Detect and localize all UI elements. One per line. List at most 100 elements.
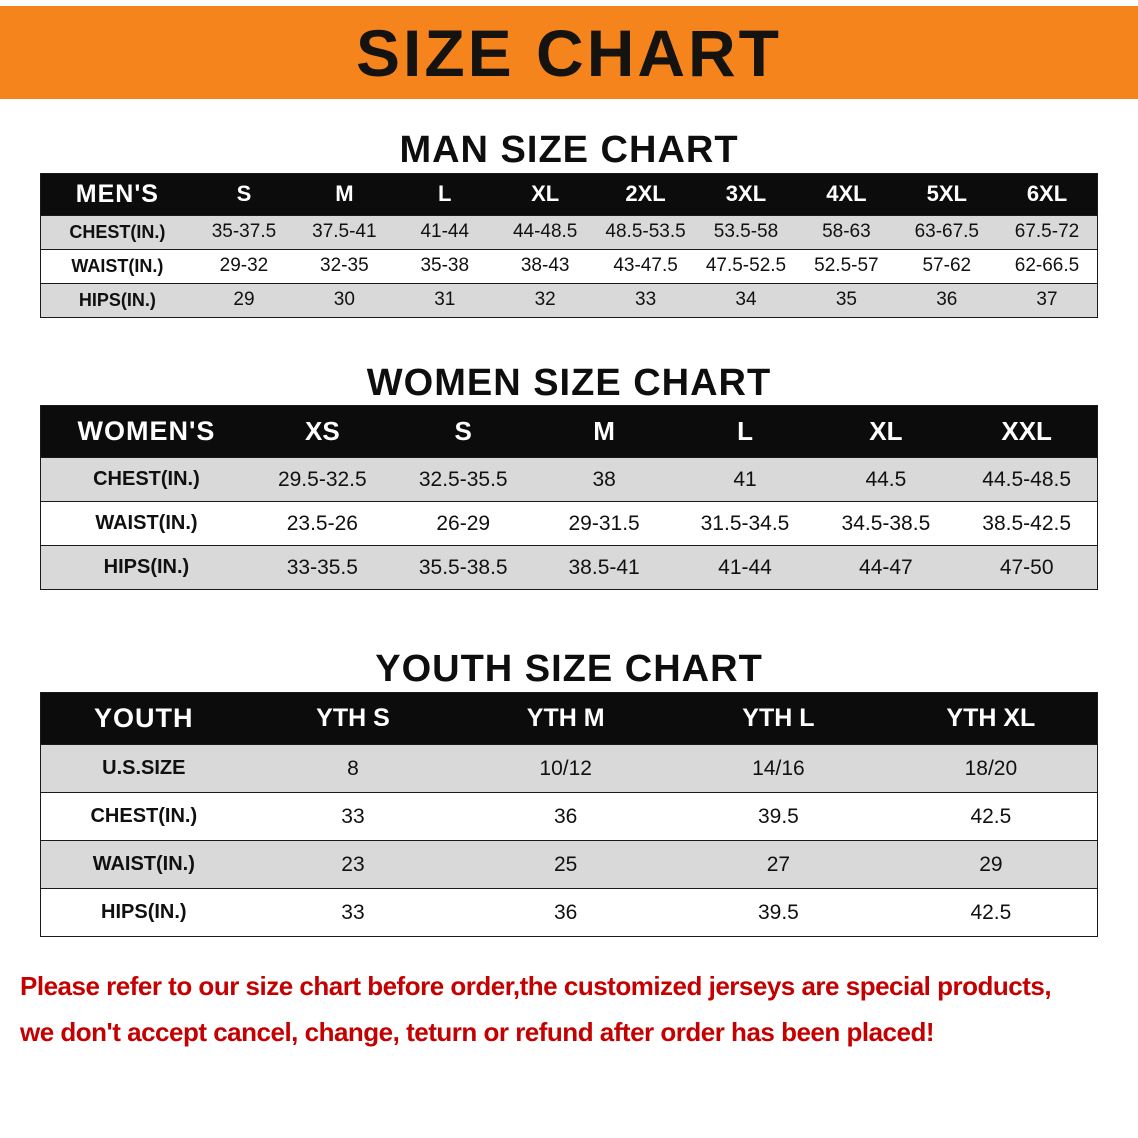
- size-header-cell: XXL: [956, 405, 1098, 459]
- size-cell: 52.5-57: [796, 248, 897, 284]
- size-cell: 33: [246, 792, 460, 842]
- size-header-cell: YTH M: [459, 692, 673, 746]
- table-row: WAIST(IN.) 23.5-26 26-29 29-31.5 31.5-34…: [40, 501, 1098, 547]
- table-row: HIPS(IN.) 33 36 39.5 42.5: [40, 888, 1098, 938]
- row-label: CHEST(IN.): [40, 457, 252, 503]
- size-header-cell: XL: [494, 172, 596, 216]
- size-header-cell: 4XL: [796, 172, 897, 216]
- table-row: CHEST(IN.) 35-37.5 37.5-41 41-44 44-48.5…: [40, 214, 1098, 250]
- size-header-cell: 5XL: [896, 172, 997, 216]
- size-cell: 26-29: [392, 501, 534, 547]
- size-cell: 63-67.5: [896, 214, 997, 250]
- size-cell: 34.5-38.5: [815, 501, 957, 547]
- size-cell: 42.5: [884, 888, 1098, 938]
- table-row: CHEST(IN.) 29.5-32.5 32.5-35.5 38 41 44.…: [40, 457, 1098, 503]
- size-cell: 35: [796, 282, 897, 318]
- table-row: U.S.SIZE 8 10/12 14/16 18/20: [40, 744, 1098, 794]
- size-cell: 67.5-72: [997, 214, 1098, 250]
- row-label: WAIST(IN.): [40, 840, 247, 890]
- size-cell: 38-43: [494, 248, 596, 284]
- size-cell: 36: [459, 792, 673, 842]
- women-chart-heading: WOMEN SIZE CHART: [366, 361, 772, 404]
- size-cell: 29.5-32.5: [251, 457, 393, 503]
- size-cell: 41: [674, 457, 816, 503]
- size-cell: 44.5: [815, 457, 957, 503]
- size-cell: 31: [394, 282, 495, 318]
- size-cell: 47-50: [956, 545, 1098, 591]
- size-header-cell: YTH XL: [884, 692, 1098, 746]
- row-label: WAIST(IN.): [40, 248, 194, 284]
- disclaimer-line-1: Please refer to our size chart before or…: [20, 971, 1052, 1002]
- size-cell: 42.5: [884, 792, 1098, 842]
- size-cell: 35.5-38.5: [392, 545, 534, 591]
- row-label: HIPS(IN.): [40, 545, 252, 591]
- size-cell: 31.5-34.5: [674, 501, 816, 547]
- youth-size-table: YOUTH YTH S YTH M YTH L YTH XL U.S.SIZE …: [40, 692, 1098, 938]
- size-header-cell: MEN'S: [40, 172, 194, 216]
- row-label: CHEST(IN.): [40, 214, 194, 250]
- size-cell: 41-44: [394, 214, 495, 250]
- size-cell: 58-63: [796, 214, 897, 250]
- size-header-cell: 2XL: [595, 172, 696, 216]
- size-header-cell: S: [193, 172, 295, 216]
- row-label: U.S.SIZE: [40, 744, 247, 794]
- size-cell: 33-35.5: [251, 545, 393, 591]
- man-chart-heading: MAN SIZE CHART: [399, 129, 739, 171]
- size-cell: 47.5-52.5: [695, 248, 797, 284]
- size-header-cell: YOUTH: [40, 692, 247, 746]
- youth-size-chart-section: YOUTH SIZE CHART YOUTH YTH S YTH M YTH L…: [0, 648, 1138, 938]
- size-cell: 32: [494, 282, 596, 318]
- size-header-cell: XL: [815, 405, 957, 459]
- size-cell: 57-62: [896, 248, 997, 284]
- size-cell: 41-44: [674, 545, 816, 591]
- size-cell: 38: [533, 457, 675, 503]
- size-cell: 53.5-58: [695, 214, 797, 250]
- size-cell: 43-47.5: [595, 248, 696, 284]
- size-cell: 27: [672, 840, 885, 890]
- size-cell: 29: [193, 282, 295, 318]
- women-size-table: WOMEN'S XS S M L XL XXL CHEST(IN.) 29.5-…: [40, 405, 1098, 591]
- row-label: CHEST(IN.): [40, 792, 247, 842]
- youth-table-header-row: YOUTH YTH S YTH M YTH L YTH XL: [40, 692, 1098, 746]
- size-cell: 18/20: [884, 744, 1098, 794]
- women-size-chart-section: WOMEN SIZE CHART WOMEN'S XS S M L XL XXL…: [0, 362, 1138, 591]
- size-cell: 44-48.5: [494, 214, 596, 250]
- size-cell: 36: [896, 282, 997, 318]
- size-header-cell: WOMEN'S: [40, 405, 252, 459]
- size-cell: 33: [595, 282, 696, 318]
- size-header-cell: 3XL: [695, 172, 797, 216]
- size-cell: 35-37.5: [193, 214, 295, 250]
- page-title: SIZE CHART: [356, 15, 782, 90]
- size-cell: 44-47: [815, 545, 957, 591]
- size-cell: 37.5-41: [294, 214, 395, 250]
- man-size-table: MEN'S S M L XL 2XL 3XL 4XL 5XL 6XL CHEST…: [40, 172, 1098, 318]
- size-cell: 38.5-41: [533, 545, 675, 591]
- size-cell: 30: [294, 282, 395, 318]
- size-header-cell: XS: [251, 405, 393, 459]
- size-cell: 10/12: [459, 744, 673, 794]
- size-cell: 25: [459, 840, 673, 890]
- size-cell: 29: [884, 840, 1098, 890]
- man-size-chart-section: MAN SIZE CHART MEN'S S M L XL 2XL 3XL 4X…: [0, 129, 1138, 318]
- size-cell: 34: [695, 282, 797, 318]
- size-cell: 35-38: [394, 248, 495, 284]
- size-cell: 39.5: [672, 792, 885, 842]
- size-cell: 44.5-48.5: [956, 457, 1098, 503]
- disclaimer-line-2: we don't accept cancel, change, teturn o…: [20, 1017, 935, 1048]
- size-cell: 32-35: [294, 248, 395, 284]
- size-header-cell: L: [674, 405, 816, 459]
- youth-chart-heading: YOUTH SIZE CHART: [375, 648, 763, 691]
- size-cell: 29-32: [193, 248, 295, 284]
- size-cell: 33: [246, 888, 460, 938]
- size-cell: 8: [246, 744, 460, 794]
- size-header-cell: 6XL: [997, 172, 1098, 216]
- table-row: WAIST(IN.) 23 25 27 29: [40, 840, 1098, 890]
- row-label: HIPS(IN.): [40, 282, 194, 318]
- row-label: HIPS(IN.): [40, 888, 247, 938]
- size-cell: 29-31.5: [533, 501, 675, 547]
- disclaimer-note: Please refer to our size chart before or…: [20, 963, 1118, 1055]
- size-cell: 23: [246, 840, 460, 890]
- size-cell: 37: [997, 282, 1098, 318]
- size-header-cell: YTH L: [672, 692, 885, 746]
- size-cell: 38.5-42.5: [956, 501, 1098, 547]
